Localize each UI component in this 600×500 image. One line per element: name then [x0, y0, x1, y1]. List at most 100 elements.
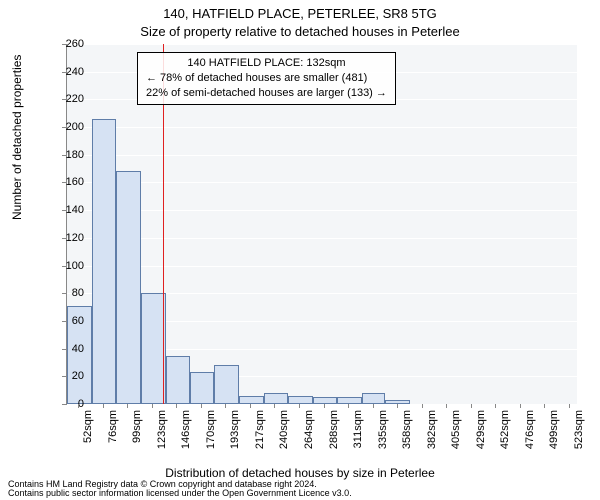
- y-tick-mark: [62, 321, 66, 322]
- y-tick-label: 40: [54, 343, 84, 355]
- x-tick-mark: [78, 404, 79, 408]
- histogram-bar: [264, 393, 288, 404]
- y-tick-mark: [62, 182, 66, 183]
- x-tick-label: 52sqm: [82, 410, 94, 454]
- x-tick-mark: [471, 404, 472, 408]
- x-tick-label: 146sqm: [180, 410, 192, 454]
- x-tick-mark: [520, 404, 521, 408]
- histogram-bar: [214, 365, 239, 404]
- y-tick-label: 260: [54, 38, 84, 50]
- x-tick-mark: [201, 404, 202, 408]
- property-size-histogram: 140, HATFIELD PLACE, PETERLEE, SR8 5TG S…: [0, 0, 600, 500]
- y-tick-mark: [62, 376, 66, 377]
- x-tick-mark: [373, 404, 374, 408]
- y-tick-label: 120: [54, 232, 84, 244]
- x-tick-mark: [176, 404, 177, 408]
- histogram-bar: [313, 397, 337, 404]
- y-axis-label: Number of detached properties: [10, 55, 24, 220]
- x-tick-label: 99sqm: [131, 410, 143, 454]
- y-tick-label: 160: [54, 176, 84, 188]
- y-tick-label: 100: [54, 260, 84, 272]
- chart-title: 140, HATFIELD PLACE, PETERLEE, SR8 5TG: [0, 6, 600, 21]
- y-tick-mark: [62, 293, 66, 294]
- gridline: [67, 404, 577, 405]
- gridline: [67, 210, 577, 211]
- y-tick-label: 180: [54, 149, 84, 161]
- gridline: [67, 44, 577, 45]
- x-tick-label: 240sqm: [278, 410, 290, 454]
- y-tick-mark: [62, 210, 66, 211]
- x-tick-label: 405sqm: [450, 410, 462, 454]
- histogram-bar: [337, 397, 362, 404]
- x-tick-label: 193sqm: [229, 410, 241, 454]
- x-tick-label: 217sqm: [254, 410, 266, 454]
- y-tick-label: 140: [54, 204, 84, 216]
- annotation-line3: 22% of semi-detached houses are larger (…: [146, 86, 387, 101]
- y-tick-mark: [62, 155, 66, 156]
- x-tick-mark: [103, 404, 104, 408]
- x-tick-mark: [324, 404, 325, 408]
- x-tick-mark: [152, 404, 153, 408]
- x-tick-mark: [422, 404, 423, 408]
- histogram-bar: [362, 393, 386, 404]
- gridline: [67, 182, 577, 183]
- x-tick-mark: [250, 404, 251, 408]
- x-tick-mark: [348, 404, 349, 408]
- x-tick-label: 476sqm: [524, 410, 536, 454]
- x-tick-label: 76sqm: [107, 410, 119, 454]
- annotation-box: 140 HATFIELD PLACE: 132sqm ← 78% of deta…: [137, 52, 396, 105]
- y-tick-mark: [62, 99, 66, 100]
- histogram-bar: [288, 396, 313, 404]
- attribution-footer: Contains HM Land Registry data © Crown c…: [8, 480, 352, 498]
- x-tick-mark: [397, 404, 398, 408]
- histogram-bar: [166, 356, 190, 404]
- y-tick-mark: [62, 44, 66, 45]
- y-tick-label: 240: [54, 66, 84, 78]
- y-tick-label: 60: [54, 315, 84, 327]
- x-tick-label: 264sqm: [303, 410, 315, 454]
- x-tick-label: 170sqm: [205, 410, 217, 454]
- histogram-bar: [385, 400, 410, 404]
- annotation-line1: 140 HATFIELD PLACE: 132sqm: [146, 56, 387, 71]
- gridline: [67, 266, 577, 267]
- gridline: [67, 238, 577, 239]
- x-tick-mark: [127, 404, 128, 408]
- y-tick-mark: [62, 238, 66, 239]
- y-tick-label: 80: [54, 287, 84, 299]
- y-tick-label: 20: [54, 370, 84, 382]
- x-tick-label: 382sqm: [426, 410, 438, 454]
- x-tick-label: 123sqm: [156, 410, 168, 454]
- histogram-bar: [92, 119, 116, 404]
- x-axis-label: Distribution of detached houses by size …: [0, 466, 600, 480]
- gridline: [67, 155, 577, 156]
- y-tick-mark: [62, 404, 66, 405]
- x-tick-mark: [225, 404, 226, 408]
- x-tick-label: 311sqm: [352, 410, 364, 454]
- footer-line2: Contains public sector information licen…: [8, 489, 352, 498]
- y-tick-mark: [62, 266, 66, 267]
- y-tick-mark: [62, 127, 66, 128]
- y-tick-label: 220: [54, 93, 84, 105]
- x-tick-mark: [544, 404, 545, 408]
- x-tick-mark: [569, 404, 570, 408]
- x-tick-mark: [446, 404, 447, 408]
- y-tick-label: 0: [54, 398, 84, 410]
- x-tick-label: 452sqm: [499, 410, 511, 454]
- annotation-line2: ← 78% of detached houses are smaller (48…: [146, 71, 387, 86]
- histogram-bar: [239, 396, 264, 404]
- y-tick-mark: [62, 349, 66, 350]
- x-tick-label: 429sqm: [475, 410, 487, 454]
- x-tick-mark: [274, 404, 275, 408]
- x-tick-mark: [495, 404, 496, 408]
- x-tick-label: 288sqm: [328, 410, 340, 454]
- x-tick-label: 499sqm: [548, 410, 560, 454]
- chart-subtitle: Size of property relative to detached ho…: [0, 24, 600, 39]
- y-tick-mark: [62, 72, 66, 73]
- y-tick-label: 200: [54, 121, 84, 133]
- histogram-bar: [190, 372, 214, 404]
- gridline: [67, 127, 577, 128]
- x-tick-mark: [299, 404, 300, 408]
- x-tick-label: 523sqm: [573, 410, 585, 454]
- x-tick-label: 358sqm: [401, 410, 413, 454]
- x-tick-label: 335sqm: [377, 410, 389, 454]
